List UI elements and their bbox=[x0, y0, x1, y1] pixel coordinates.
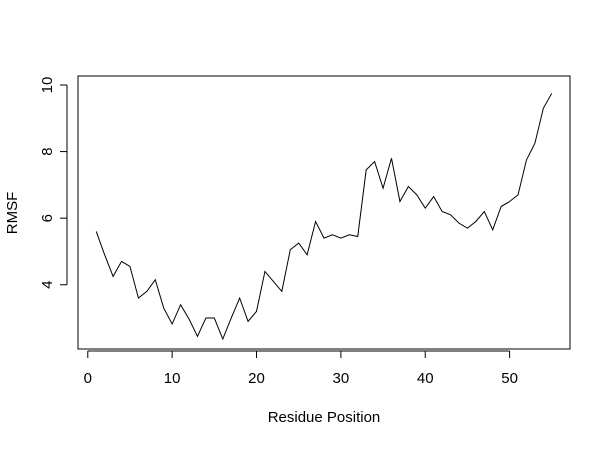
x-tick-label: 30 bbox=[333, 370, 350, 387]
x-axis-label: Residue Position bbox=[268, 409, 381, 426]
y-axis: 4 6 8 10 bbox=[39, 77, 68, 289]
x-tick-label: 40 bbox=[417, 370, 434, 387]
x-tick-label: 10 bbox=[164, 370, 181, 387]
y-tick-label: 4 bbox=[39, 281, 56, 289]
x-tick-label: 20 bbox=[248, 370, 265, 387]
x-axis: 0 10 20 30 40 50 bbox=[84, 350, 518, 387]
series-layer bbox=[95, 93, 553, 341]
y-axis-label: RMSF bbox=[4, 192, 21, 235]
rmsf-line bbox=[95, 93, 553, 341]
y-tick-label: 10 bbox=[39, 77, 56, 94]
plot-frame bbox=[77, 75, 571, 350]
x-tick-label: 0 bbox=[84, 370, 92, 387]
y-tick-label: 8 bbox=[39, 147, 56, 155]
y-tick-label: 6 bbox=[39, 214, 56, 222]
x-tick-label: 50 bbox=[501, 370, 518, 387]
